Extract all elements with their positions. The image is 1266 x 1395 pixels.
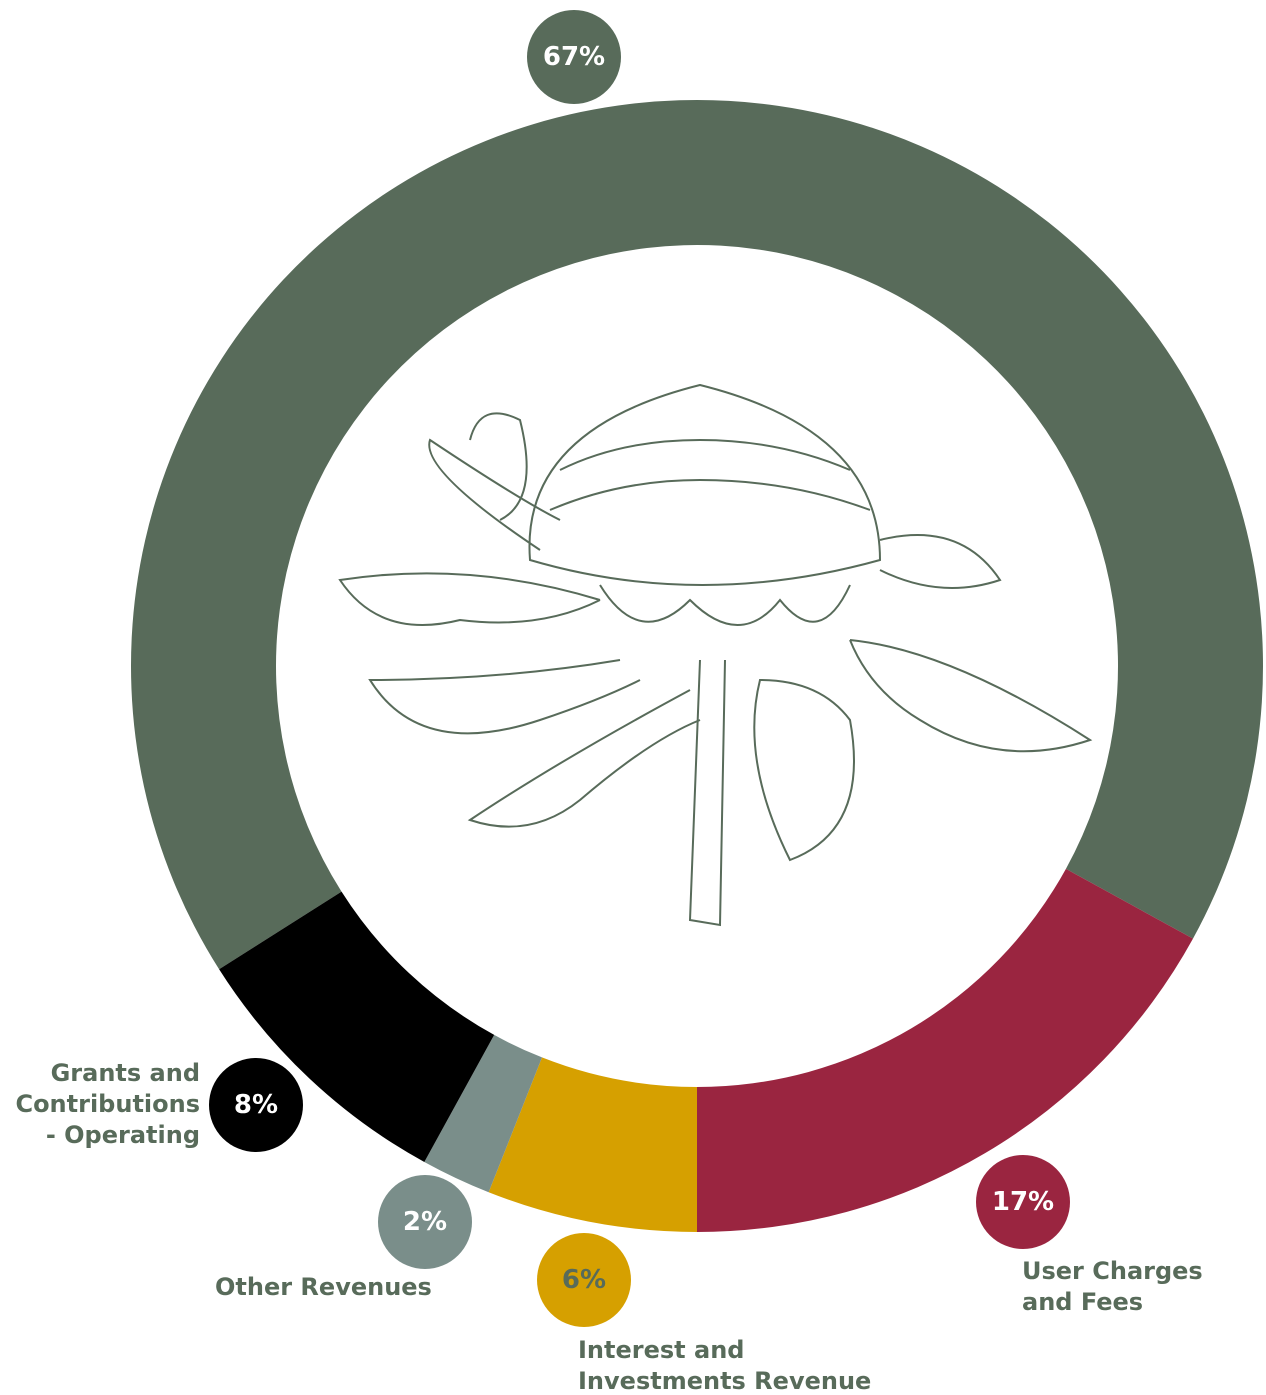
value-label: 17%: [992, 1187, 1054, 1217]
value-label: 6%: [562, 1265, 606, 1295]
donut-segment: [697, 869, 1193, 1232]
value-label: 67%: [543, 42, 605, 72]
ring: [131, 100, 1263, 1232]
donut-segment: [131, 100, 1263, 969]
category-label: Grants and Contributions - Operating: [0, 1058, 200, 1151]
donut-chart: 67% 17% 6% 2% 8%: [0, 0, 1266, 1395]
category-label: User Charges and Fees: [1022, 1256, 1242, 1318]
category-label: Interest and Investments Revenue: [578, 1335, 918, 1395]
flower-illustration: [340, 385, 1090, 925]
value-label: 2%: [403, 1207, 447, 1237]
category-label: Other Revenues: [215, 1272, 475, 1303]
page: 67% 17% 6% 2% 8% User Charges and Fees Intere…: [0, 0, 1266, 1395]
value-label: 8%: [234, 1090, 278, 1120]
